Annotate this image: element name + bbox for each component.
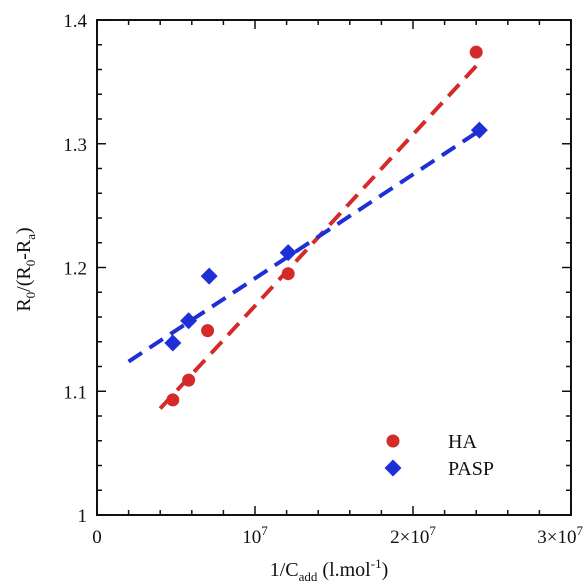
x-tick-label: 107: [242, 523, 268, 548]
data-point-ha: [182, 373, 196, 387]
y-tick-label: 1: [78, 506, 88, 527]
data-point-ha: [469, 45, 483, 59]
fit-lines: [127, 59, 486, 410]
data-point-pasp: [200, 267, 218, 285]
y-tick-label: 1.1: [63, 382, 87, 403]
x-tick-label: 0: [92, 527, 102, 548]
plot-area: [96, 19, 572, 516]
legend-marker-ha: [386, 434, 400, 448]
legend-label-ha: HA: [448, 431, 477, 453]
data-points: [164, 45, 488, 407]
data-point-ha: [166, 393, 180, 407]
data-point-ha: [281, 267, 295, 281]
data-point-pasp: [180, 312, 198, 330]
axis-ticks: 1 1.1 1.2 1.3 1.4 0 107 2×107 3×107: [63, 11, 583, 548]
y-tick-label: 1.4: [63, 11, 87, 32]
legend-marker-pasp: [384, 459, 402, 477]
x-axis-title: 1/Cadd (l.mol-1): [270, 556, 389, 581]
x-tick-label: 3×107: [537, 523, 583, 548]
data-point-pasp: [279, 244, 297, 262]
data-point-pasp: [470, 121, 488, 139]
data-point-ha: [201, 324, 215, 338]
x-tick-label: 2×107: [390, 523, 436, 548]
y-axis-title: R0/(R0-Ra): [13, 227, 38, 311]
legend-label-pasp: PASP: [448, 458, 494, 480]
axis-labels: 1/Cadd (l.mol-1) R0/(R0-Ra): [13, 227, 388, 581]
plot-frame: [96, 19, 572, 516]
y-tick-label: 1.3: [63, 135, 87, 156]
y-tick-label: 1.2: [63, 259, 87, 280]
fit-line-pasp: [127, 125, 486, 364]
legend: HA PASP: [384, 431, 494, 480]
data-point-pasp: [164, 334, 182, 352]
